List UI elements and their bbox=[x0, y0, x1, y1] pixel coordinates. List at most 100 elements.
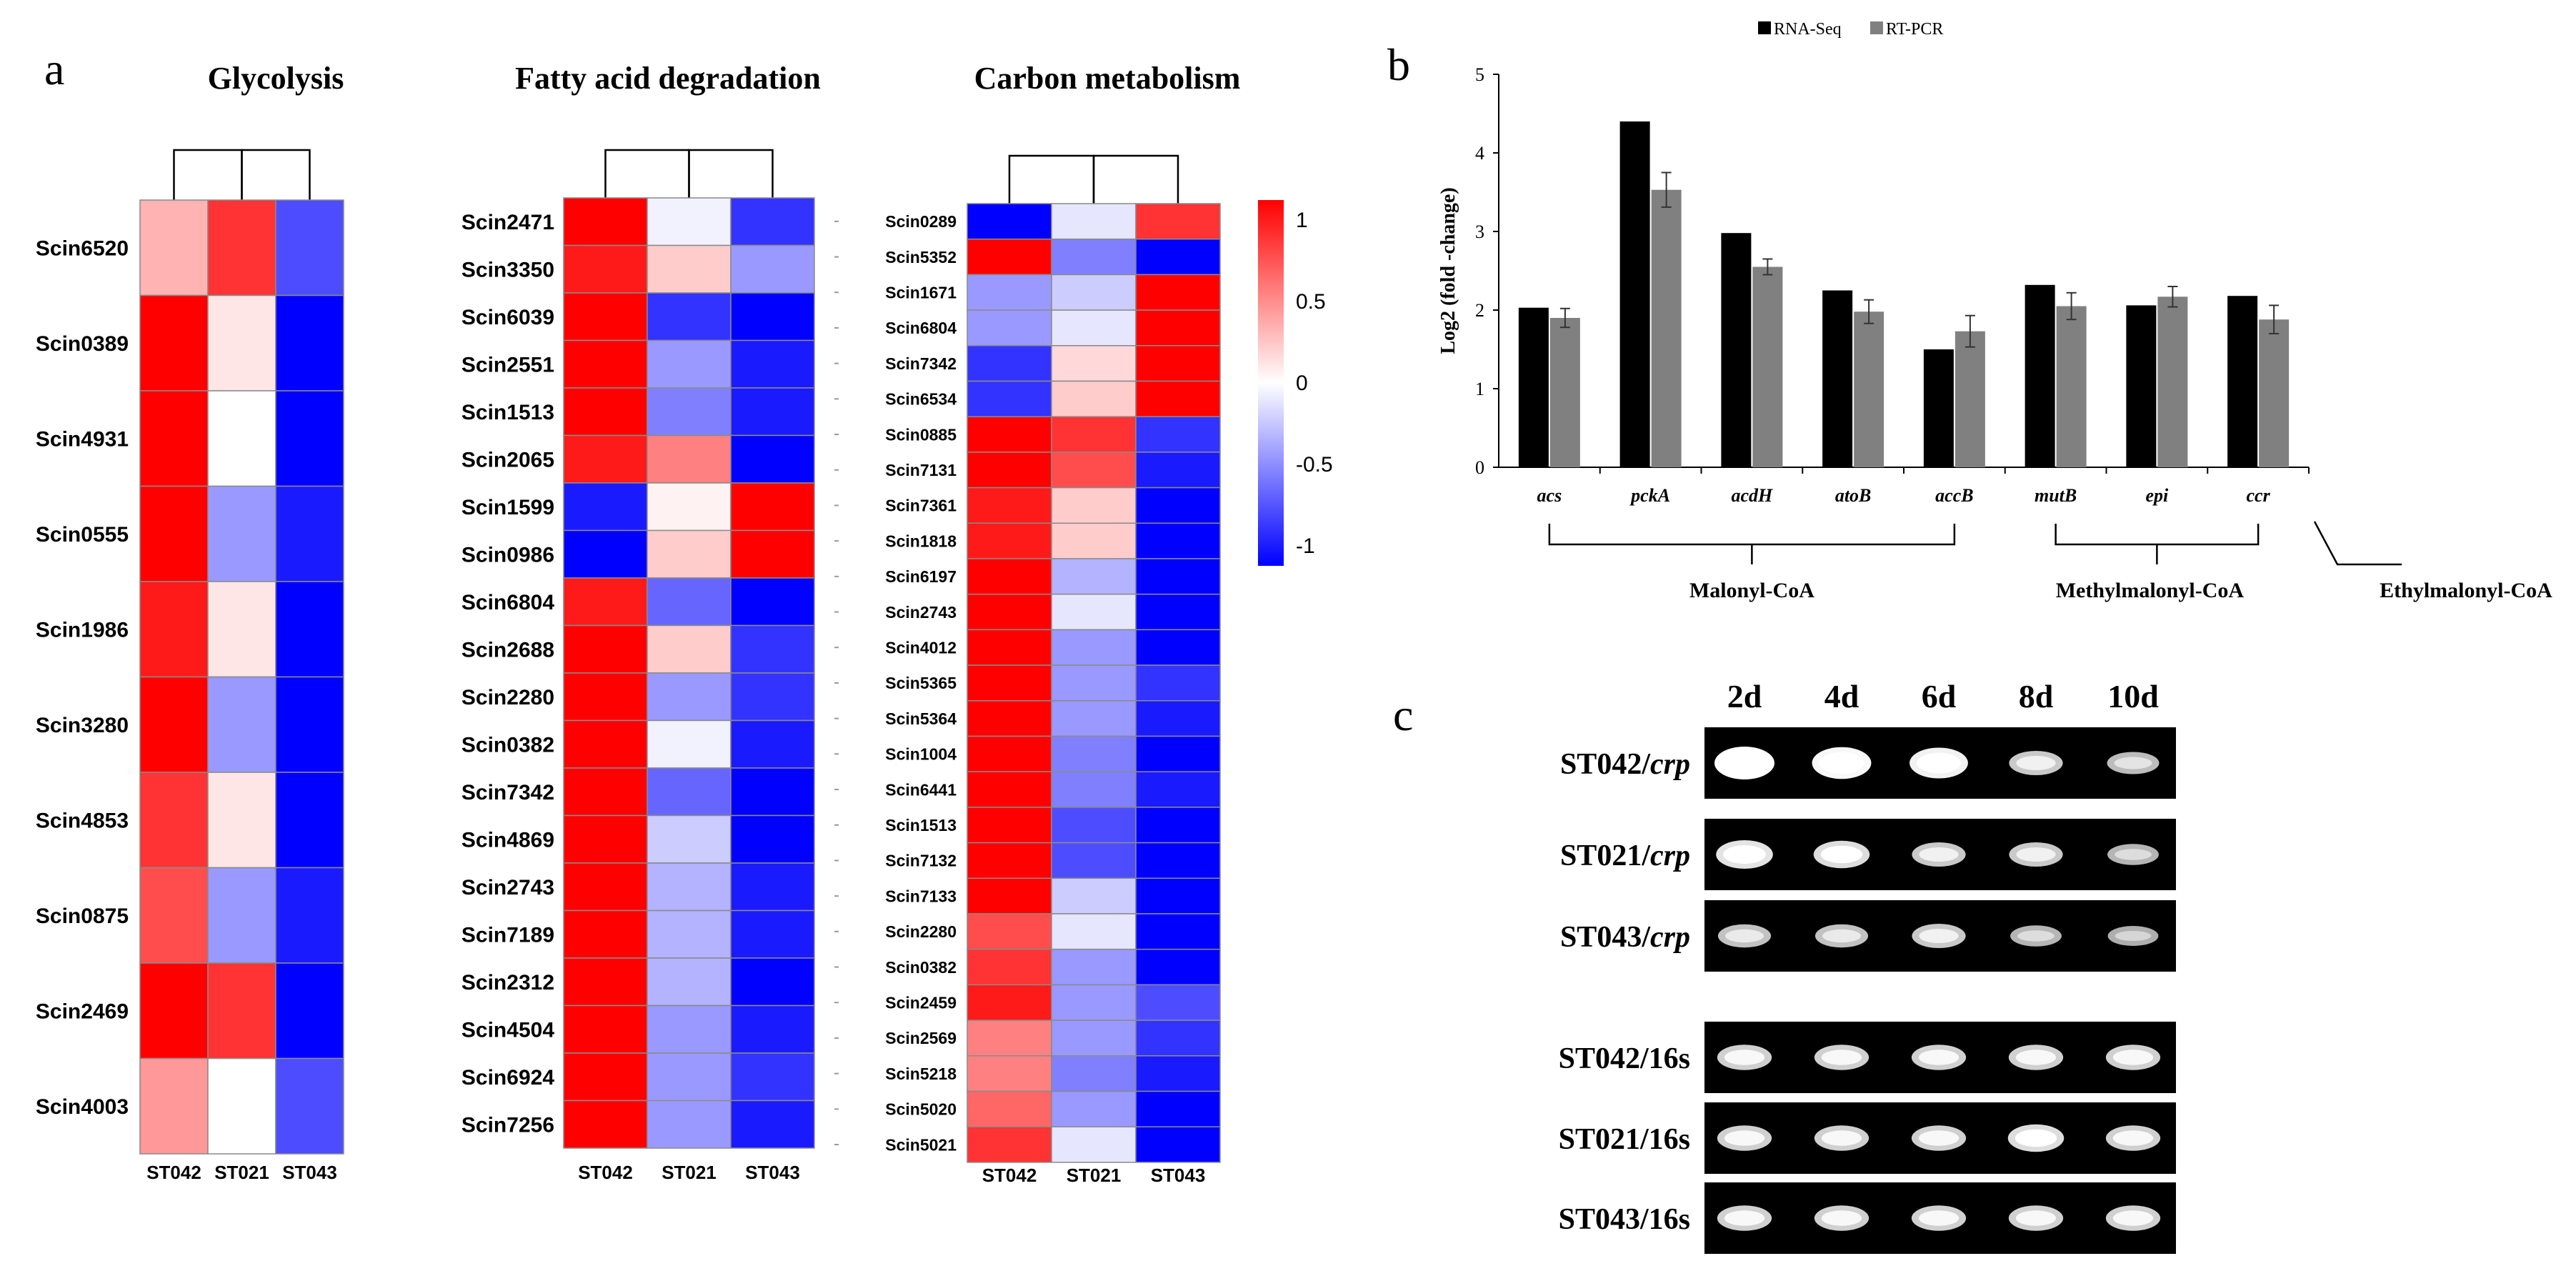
heatmap-row-label: Scin1004 bbox=[885, 745, 957, 764]
heatmap-cell bbox=[275, 199, 344, 296]
gel-lane-label: 6d bbox=[1922, 678, 1957, 714]
heatmap-cell bbox=[967, 700, 1052, 737]
x-tick-label: pckA bbox=[1629, 485, 1670, 506]
gel-row-gene: crp bbox=[1650, 839, 1690, 872]
heatmap-cell bbox=[1051, 309, 1137, 347]
gel-band-core bbox=[1821, 1210, 1862, 1226]
heatmap-cell bbox=[1051, 1090, 1137, 1127]
heatmap-cell bbox=[1051, 487, 1137, 524]
heatmap-row-label: Scin7256 bbox=[461, 1114, 554, 1137]
heatmap-panel: Glycolysis Scin6520 Scin0389 Scin4931 Scin05… bbox=[36, 61, 1240, 1186]
heatmap-row-label: Scin4853 bbox=[36, 809, 129, 833]
colorbar-tick-label: 0.5 bbox=[1296, 290, 1326, 314]
heatmap-row-label: Scin2469 bbox=[36, 1000, 129, 1024]
dendrogram-branch bbox=[173, 149, 243, 200]
heatmap-row-label: Scin2280 bbox=[461, 686, 554, 709]
bar-rt-pcr bbox=[1854, 311, 1884, 467]
x-tick-label: mutB bbox=[2035, 485, 2077, 506]
gel-row-label: ST042/16s bbox=[1559, 1042, 1690, 1075]
heatmap-cell bbox=[647, 577, 732, 627]
bar-rna-seq bbox=[1721, 233, 1752, 467]
heatmap-cell bbox=[1135, 771, 1221, 808]
colorbar-tick-label: 1 bbox=[1296, 209, 1308, 232]
heatmap-cell bbox=[1051, 1126, 1137, 1163]
heatmap-cell bbox=[1135, 984, 1221, 1021]
heatmap-colorbar: 1 0.5 0 -0.5 -1 bbox=[1258, 200, 1333, 566]
gel-row: ST042/crp bbox=[1560, 727, 2176, 799]
heatmap-row-label: Scin0875 bbox=[36, 904, 129, 928]
heatmap-cell bbox=[647, 197, 732, 246]
heatmap-cell bbox=[967, 629, 1052, 666]
heatmap-cell bbox=[139, 867, 209, 964]
heatmap-cell bbox=[730, 529, 815, 579]
heatmap-row-label: Scin6039 bbox=[461, 306, 554, 329]
heatmap-cell bbox=[1051, 629, 1137, 666]
heatmap-row-label: Scin5218 bbox=[885, 1065, 957, 1083]
heatmap-cell bbox=[647, 339, 732, 389]
heatmap-row-label: Scin0389 bbox=[36, 332, 129, 356]
heatmap-cell bbox=[647, 434, 732, 484]
heatmap-column-label: ST021 bbox=[662, 1162, 717, 1183]
gel-band-core bbox=[1821, 1130, 1862, 1146]
x-tick-label: epi bbox=[2145, 485, 2169, 506]
gel-band-core bbox=[2112, 1050, 2154, 1065]
heatmap-cell bbox=[1051, 984, 1137, 1021]
column-dendrogram bbox=[604, 149, 774, 198]
gel-row-label: ST043/crp bbox=[1560, 921, 1690, 954]
heatmap-cell bbox=[647, 1100, 732, 1149]
heatmap-cell bbox=[207, 485, 276, 582]
heatmap-cell bbox=[563, 577, 648, 627]
gel-band-core bbox=[1919, 929, 1959, 943]
error-bar bbox=[1965, 314, 1975, 348]
bar-group-pckA: pckA bbox=[1619, 121, 1702, 506]
heatmap-cell bbox=[730, 387, 815, 437]
x-tick-label: acdH bbox=[1731, 485, 1773, 506]
heatmap-cell bbox=[730, 909, 815, 959]
heatmap-cell bbox=[730, 577, 815, 627]
gel-band-core bbox=[2112, 1210, 2154, 1226]
gel-row-sample: ST043/16s bbox=[1559, 1203, 1690, 1236]
heatmap-cell bbox=[1135, 842, 1221, 879]
bar-group-epi: epi bbox=[2126, 286, 2209, 506]
bar-group-mutB: mutB bbox=[2025, 284, 2107, 506]
heatmap-cell bbox=[207, 581, 276, 678]
heatmap-cell bbox=[967, 238, 1052, 276]
gel-lane-label: 10d bbox=[2107, 678, 2159, 714]
heatmap-row-label: Scin7131 bbox=[885, 461, 957, 479]
heatmap-cell bbox=[563, 197, 648, 246]
heatmap-cell bbox=[1135, 1090, 1221, 1127]
heatmap-cell bbox=[730, 197, 815, 246]
heatmap-cell bbox=[563, 1100, 648, 1149]
heatmap-row-label: Scin6804 bbox=[885, 319, 957, 337]
heatmap-column-label: ST021 bbox=[214, 1162, 269, 1183]
heatmap-row-label: Scin6804 bbox=[461, 591, 554, 614]
heatmap-cell bbox=[1051, 593, 1137, 631]
heatmap-cell bbox=[275, 390, 344, 487]
heatmap-cell bbox=[647, 767, 732, 817]
heatmap-cell bbox=[1051, 807, 1137, 844]
heatmap-cell bbox=[139, 676, 209, 773]
heatmap-cell bbox=[1135, 1020, 1221, 1057]
heatmap-cell bbox=[1135, 238, 1221, 276]
gel-row-sample: ST021/ bbox=[1560, 839, 1651, 872]
heatmap-cell bbox=[1135, 700, 1221, 737]
gel-band-core bbox=[1918, 1210, 1960, 1226]
heatmap-cell bbox=[967, 984, 1052, 1021]
y-tick-label: 3 bbox=[1475, 221, 1484, 242]
heatmap-cell bbox=[647, 672, 732, 722]
heatmap-row-label: Scin5365 bbox=[885, 674, 957, 692]
heatmap-cell bbox=[967, 771, 1052, 808]
heatmap-cell bbox=[563, 482, 648, 532]
gel-row-label: ST021/crp bbox=[1560, 839, 1690, 872]
heatmap-column-label: ST021 bbox=[1067, 1165, 1122, 1186]
heatmap-cell bbox=[967, 345, 1052, 382]
heatmap-cell bbox=[275, 294, 344, 392]
dendrogram-branch bbox=[241, 149, 311, 200]
heatmap-cell bbox=[1135, 487, 1221, 524]
gel-band-core bbox=[1919, 847, 1959, 862]
heatmap-row-label: Scin5020 bbox=[885, 1100, 957, 1119]
heatmap-row-label: Scin6197 bbox=[885, 567, 957, 586]
heatmap-column-label: ST043 bbox=[745, 1162, 800, 1183]
heatmap-cell bbox=[730, 624, 815, 674]
